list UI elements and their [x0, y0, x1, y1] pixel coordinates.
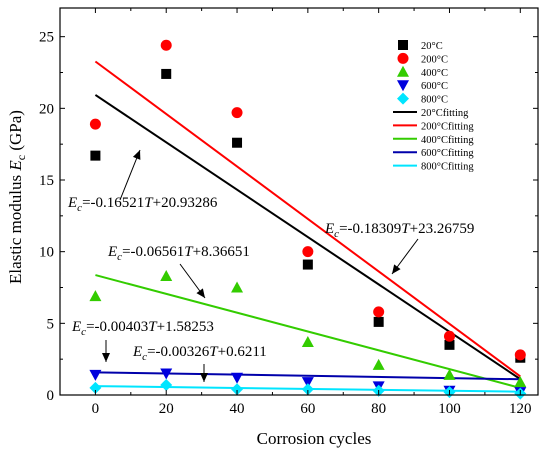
legend-marker-4 — [397, 92, 409, 105]
data-point-s3-1 — [160, 368, 173, 380]
data-point-s2-3 — [301, 335, 314, 347]
legend-marker-3 — [397, 80, 409, 92]
y-axis-label: Elastic modulus Ec (GPa) — [6, 110, 28, 284]
data-point-s0-1 — [161, 68, 172, 79]
data-point-s0-2 — [232, 137, 243, 148]
data-point-s0-4 — [373, 316, 384, 327]
y-axis-label-italic: E — [6, 160, 25, 172]
legend-fit-label-2: 400°Cfitting — [421, 135, 474, 146]
data-point-s2-5 — [443, 368, 456, 380]
data-point-s0-0 — [90, 150, 101, 161]
data-point-s1-1 — [160, 39, 172, 51]
legend-label-0: 20°C — [421, 41, 443, 52]
x-tick-label: 80 — [371, 401, 386, 417]
axes-frame — [59, 7, 539, 396]
annotation-arrowhead-4 — [200, 373, 208, 382]
data-point-s3-0 — [89, 369, 102, 381]
x-tick-label: 120 — [509, 401, 532, 417]
annotation-arrowhead-1 — [392, 264, 401, 274]
annotation-arrowhead-2 — [196, 288, 205, 298]
data-point-s4-1 — [160, 378, 173, 391]
data-point-s3-2 — [231, 372, 244, 384]
data-point-s2-6 — [514, 376, 527, 388]
y-tick-label: 20 — [39, 101, 54, 117]
y-tick-label: 15 — [39, 173, 54, 189]
y-tick-label: 25 — [39, 30, 54, 46]
x-axis-label: Corrosion cycles — [257, 429, 372, 448]
legend-marker-0 — [398, 40, 408, 50]
data-point-s1-0 — [89, 118, 101, 130]
x-tick-label: 100 — [438, 401, 461, 417]
y-tick-label: 5 — [47, 316, 55, 332]
legend-fit-label-3: 600°Cfitting — [421, 148, 474, 159]
legend-marker-2 — [397, 65, 409, 77]
data-point-s1-4 — [373, 306, 385, 318]
legend-label-4: 800°C — [421, 95, 448, 106]
data-point-s2-1 — [160, 270, 173, 282]
data-point-s1-3 — [302, 246, 314, 258]
annotation-arrowhead-3 — [102, 353, 110, 362]
fit-line-1 — [94, 60, 521, 378]
data-point-s2-2 — [231, 281, 244, 293]
equation-0: Ec=-0.16521T+20.93286 — [67, 195, 218, 214]
legend-label-2: 400°C — [421, 68, 448, 79]
equation-4: Ec=-0.00326T+0.6211 — [132, 344, 267, 363]
data-point-s1-5 — [443, 330, 455, 342]
data-point-s1-6 — [514, 349, 526, 361]
y-axis-label-suffix: (GPa) — [6, 110, 25, 155]
equation-2: Ec=-0.06561T+8.36651 — [107, 244, 250, 263]
legend-label-3: 600°C — [421, 81, 448, 92]
data-point-s0-5 — [444, 339, 455, 350]
legend-label-1: 200°C — [421, 54, 448, 65]
axis-ticks: 0 20 40 60 80 100 120 0 5 10 15 20 25 — [39, 8, 538, 417]
annotations: Ec=-0.16521T+20.93286 Ec=-0.18309T+23.267… — [67, 149, 474, 382]
x-tick-label: 60 — [300, 401, 315, 417]
data-point-s2-0 — [89, 290, 102, 302]
equation-3: Ec=-0.00403T+1.58253 — [71, 319, 214, 338]
data-point-s1-2 — [231, 107, 243, 119]
y-tick-label: 10 — [39, 245, 54, 261]
legend-fit-label-4: 800°Cfitting — [421, 162, 474, 173]
data-point-s4-3 — [301, 383, 314, 396]
data-point-s4-2 — [231, 383, 244, 396]
annotation-arrowhead-0 — [132, 150, 141, 160]
legend-fit-label-0: 20°Cfitting — [421, 108, 469, 119]
x-tick-label: 0 — [92, 401, 100, 417]
legend: 20°C 200°C 400°C 600°C 800°C 20°Cfitting 200°C… — [393, 40, 474, 173]
data-markers — [89, 39, 527, 400]
y-tick-label: 0 — [47, 388, 55, 404]
y-axis-label-prefix: Elastic modulus — [6, 171, 25, 284]
legend-fit-label-1: 200°Cfitting — [421, 121, 474, 132]
x-tick-label: 40 — [230, 401, 245, 417]
data-point-s0-3 — [302, 259, 313, 270]
legend-marker-1 — [397, 52, 409, 64]
plot-frame — [59, 7, 539, 396]
data-point-s2-4 — [372, 358, 385, 370]
equation-1: Ec=-0.18309T+23.26759 — [324, 221, 474, 240]
x-tick-label: 20 — [159, 401, 174, 417]
data-point-s3-3 — [301, 377, 314, 389]
data-point-s4-0 — [89, 381, 102, 394]
y-axis-label-sub: c — [14, 155, 28, 160]
